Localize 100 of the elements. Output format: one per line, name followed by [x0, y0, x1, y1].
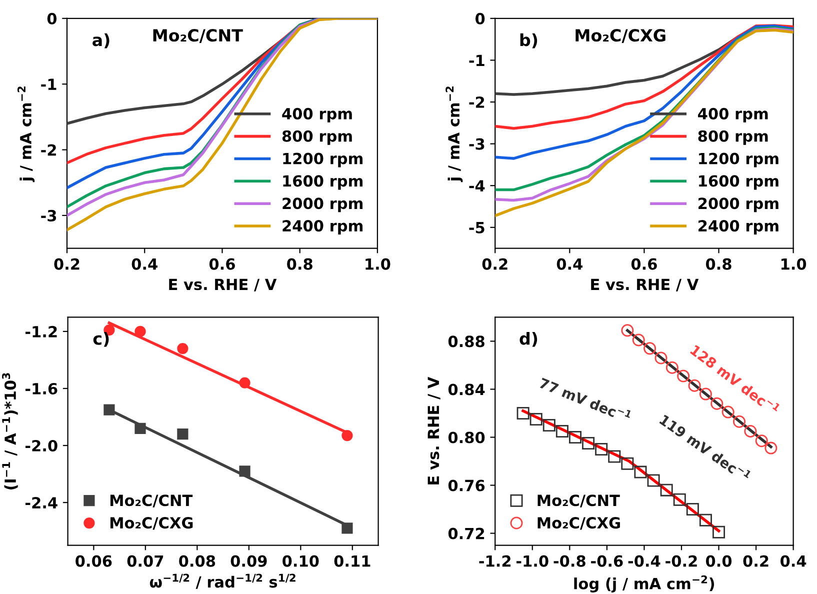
- legend-label: Mo₂C/CXG: [110, 517, 193, 530]
- text: Mo₂C/CXG: [576, 29, 666, 43]
- point: [556, 424, 568, 438]
- point: [755, 434, 768, 448]
- y-tick-label: -1.2: [26, 326, 57, 338]
- legend-label: Mo₂C/CXG: [538, 517, 620, 530]
- y-tick-label: -1.6: [26, 382, 58, 394]
- x-tick-label: 0.2: [54, 258, 80, 270]
- y-tick-label: 0: [47, 12, 57, 24]
- legend-label: 1600 rpm: [699, 175, 778, 190]
- x-tick-label: -0.8: [554, 555, 586, 567]
- point: [608, 450, 621, 463]
- legend-label: 800 rpm: [698, 130, 768, 145]
- point: [177, 428, 188, 440]
- x-tick-label: 0.4: [780, 555, 806, 567]
- annotation: c): [93, 332, 109, 347]
- x-tick-label: -0.2: [666, 555, 697, 567]
- x-axis-title: ω$^{−1/2}$ / rad$^{−1/2}$ s$^{1/2}$: [150, 574, 296, 589]
- point: [699, 388, 712, 400]
- x-tick-label: 0.10: [282, 555, 319, 567]
- y-tick-label: -3: [469, 138, 484, 150]
- y-axis-title: j / mA cm$^{−2}$: [446, 86, 463, 182]
- x-axis-title: E vs. RHE / V: [169, 278, 277, 292]
- legend-label: 2000 rpm: [282, 198, 362, 212]
- point: [710, 397, 724, 410]
- legend-label: Mo₂C/CNT: [538, 494, 620, 508]
- point: [595, 443, 608, 456]
- legend-label: 400 rpm: [698, 108, 768, 122]
- annotation: 77 mV dec$^{−1}$: [538, 376, 632, 424]
- point: [632, 334, 645, 346]
- x-tick-label: 0.8: [287, 258, 312, 270]
- annotation: b): [520, 33, 538, 48]
- legend-label: 800 rpm: [282, 130, 352, 145]
- x-tick-label: -0.4: [628, 555, 660, 567]
- point: [568, 430, 582, 444]
- point: [673, 493, 686, 506]
- legend-label: 1200 rpm: [699, 152, 778, 168]
- x-tick-label: 0.07: [127, 555, 164, 567]
- point: [644, 342, 656, 355]
- x-tick-label: 1.0: [366, 258, 390, 270]
- y-axis-title: j / mA cm$^{−2}$: [17, 86, 35, 182]
- legend-label: 2400 rpm: [698, 220, 778, 235]
- y-tick-label: 0.76: [448, 480, 485, 492]
- point: [744, 424, 757, 438]
- legend-label: 1600 rpm: [283, 175, 362, 190]
- point: [654, 352, 668, 364]
- x-tick-label: 0.09: [230, 555, 267, 567]
- legend-label: 400 rpm: [282, 108, 352, 122]
- y-tick-label: -2.4: [26, 496, 58, 508]
- point: [177, 343, 188, 354]
- point: [712, 526, 726, 538]
- x-tick-label: 0.8: [706, 258, 732, 270]
- y-tick-label: 0: [475, 12, 485, 24]
- legend-label: Mo₂C/CNT: [110, 494, 193, 508]
- y-tick-label: -5: [469, 222, 484, 234]
- point: [686, 503, 699, 516]
- point: [621, 324, 634, 337]
- point: [634, 466, 647, 478]
- y-axis-title: (I$^{−1}$ / A$^{−1}$)*10$^{3}$: [2, 373, 18, 490]
- point: [134, 326, 146, 338]
- y-tick-label: 0.88: [448, 336, 484, 348]
- x-tick-label: 0.0: [706, 555, 732, 567]
- x-tick-label: 0.06: [76, 555, 112, 567]
- y-tick-label: -4: [469, 180, 485, 192]
- y-tick-label: -2.0: [26, 440, 58, 452]
- y-tick-label: -1: [469, 54, 484, 66]
- point: [764, 442, 778, 454]
- x-tick-label: 1.0: [782, 258, 806, 270]
- y-tick-label: 0.84: [448, 384, 485, 396]
- y-tick-label: -3: [41, 210, 56, 222]
- annotation: d): [520, 332, 538, 347]
- x-tick-label: 0.2: [743, 555, 768, 567]
- annotation: a): [92, 33, 110, 48]
- point: [677, 370, 690, 382]
- x-tick-label: 0.11: [334, 555, 370, 567]
- y-axis-title: E vs. RHE / V: [428, 376, 440, 484]
- x-tick-label: 0.6: [631, 258, 657, 270]
- legend-label: 2000 rpm: [698, 198, 778, 212]
- point: [722, 406, 734, 418]
- point: [647, 474, 660, 487]
- x-tick-label: 0.4: [132, 258, 158, 270]
- y-tick-label: 0.80: [448, 432, 485, 444]
- x-axis-title: E vs. RHE / V: [591, 278, 699, 292]
- x-tick-label: -1.2: [479, 555, 510, 567]
- y-tick-label: 0.72: [448, 528, 484, 540]
- y-tick-label: -2: [469, 96, 484, 108]
- point: [542, 418, 556, 432]
- text: Mo₂C/CNT: [153, 29, 243, 43]
- point: [530, 412, 542, 426]
- point: [733, 415, 746, 428]
- point: [688, 379, 701, 392]
- y-tick-label: -2: [41, 144, 56, 156]
- x-tick-label: -0.6: [591, 555, 623, 567]
- point: [621, 457, 634, 470]
- x-tick-label: 0.2: [482, 258, 508, 270]
- point: [666, 361, 678, 374]
- point: [582, 437, 595, 450]
- point: [699, 514, 712, 526]
- x-axis-title: log (j / mA cm$^{−2}$): [574, 575, 714, 592]
- x-tick-label: -1.0: [516, 555, 548, 567]
